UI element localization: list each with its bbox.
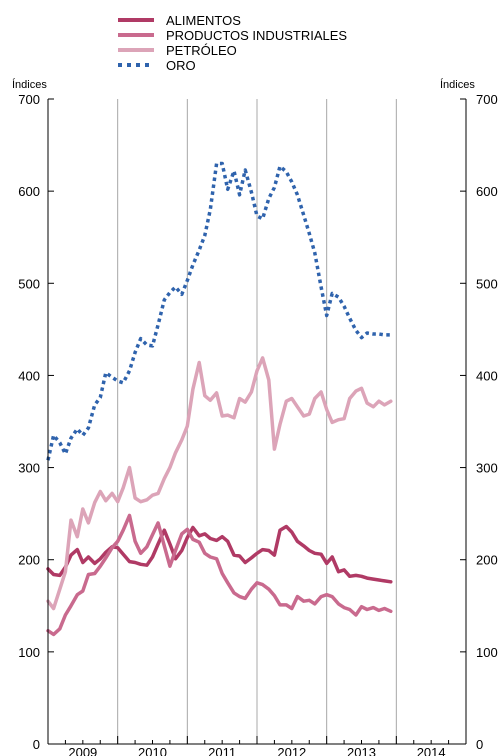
y-tick-label-left: 500: [18, 276, 40, 291]
series-lines: [46, 161, 393, 637]
gridlines: [117, 99, 397, 744]
y-tick-label-right: 300: [476, 461, 498, 476]
y-tick-label-right: 100: [476, 645, 498, 660]
x-tick-label-2011: 2011: [208, 745, 236, 756]
y-tick-label-right: 600: [476, 184, 498, 199]
y-tick-label-left: 400: [18, 368, 40, 383]
x-tick-label-2013: 2013: [347, 745, 376, 756]
y-tick-label-left: 200: [18, 553, 40, 568]
legend-label-3: PETRÓLEO: [166, 43, 237, 58]
y-tick-label-left: 600: [18, 184, 40, 199]
y-tick-label-left: 100: [18, 645, 40, 660]
y-tick-label-right: 500: [476, 276, 498, 291]
axes: 0 0 100 100 200 200 300 300 400 400 500 500 600 600 70…: [18, 92, 497, 756]
series-line-petr-leo: [46, 356, 393, 611]
series-line-oro: [46, 161, 391, 461]
y-tick-label-left: 700: [18, 92, 40, 107]
y-tick-label-right: 400: [476, 368, 498, 383]
y-tick-label-left: 300: [18, 461, 40, 476]
legend-label-2: PRODUCTOS INDUSTRIALES: [166, 28, 347, 43]
x-tick-label-2010: 2010: [138, 745, 167, 756]
series-line-alimentos: [46, 524, 393, 584]
y-unit-left: Índices: [12, 78, 47, 91]
x-tick-label-2014: 2014: [417, 745, 446, 756]
y-unit-right: Índices: [440, 78, 475, 91]
legend-label-1: ALIMENTOS: [166, 13, 241, 28]
series-line-productos-industriales: [46, 513, 393, 637]
x-tick-label-2012: 2012: [277, 745, 306, 756]
y-tick-label-right: 700: [476, 92, 498, 107]
y-tick-label-right: 200: [476, 553, 498, 568]
x-tick-label-2009: 2009: [68, 745, 97, 756]
y-tick-label-left: 0: [33, 737, 40, 752]
y-tick-label-right: 0: [476, 737, 483, 752]
legend-label-4: ORO: [166, 58, 196, 73]
